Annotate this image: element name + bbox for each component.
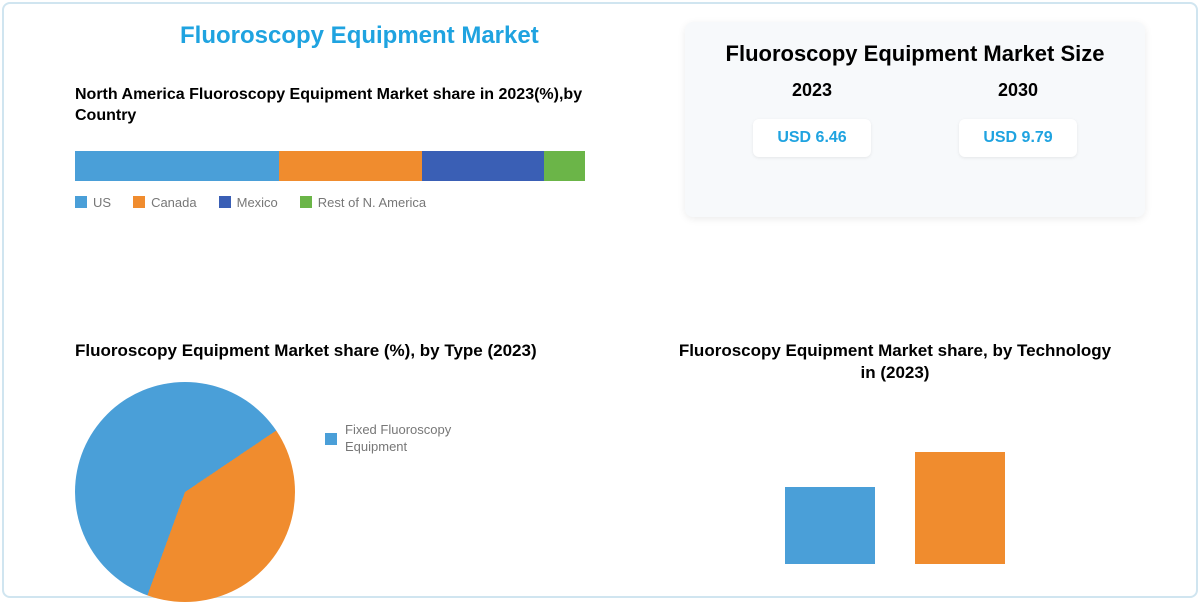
bar-chart	[670, 424, 1120, 564]
bar	[915, 452, 1005, 564]
legend-swatch	[300, 196, 312, 208]
legend-label: Mexico	[237, 195, 278, 210]
card-title: Fluoroscopy Equipment Market Size	[709, 40, 1121, 68]
stacked-segment	[279, 151, 422, 181]
main-title: Fluoroscopy Equipment Market	[180, 22, 539, 50]
legend-label: Fixed Fluoroscopy Equipment	[345, 422, 485, 456]
legend-item: Rest of N. America	[300, 195, 426, 210]
pie-chart-section: Fluoroscopy Equipment Market share (%), …	[75, 340, 595, 602]
legend-swatch	[133, 196, 145, 208]
bar-chart-title: Fluoroscopy Equipment Market share, by T…	[670, 340, 1120, 384]
stacked-chart-title: North America Fluoroscopy Equipment Mark…	[75, 85, 585, 127]
stacked-legend: US Canada Mexico Rest of N. America	[75, 195, 585, 210]
pie-legend: Fixed Fluoroscopy Equipment	[325, 422, 485, 456]
pie-chart	[75, 382, 295, 602]
legend-label: US	[93, 195, 111, 210]
legend-swatch	[219, 196, 231, 208]
legend-item: US	[75, 195, 111, 210]
value-2030: USD 9.79	[959, 119, 1076, 157]
value-2023: USD 6.46	[753, 119, 870, 157]
legend-label: Canada	[151, 195, 197, 210]
legend-item: Mexico	[219, 195, 278, 210]
stacked-bar-chart: North America Fluoroscopy Equipment Mark…	[75, 85, 585, 210]
stacked-segment	[544, 151, 585, 181]
market-size-card: Fluoroscopy Equipment Market Size 2023 2…	[685, 22, 1145, 217]
legend-swatch	[325, 433, 337, 445]
stacked-bar	[75, 151, 585, 181]
bar-chart-section: Fluoroscopy Equipment Market share, by T…	[670, 340, 1120, 564]
bar	[785, 487, 875, 564]
year-2023: 2023	[792, 80, 832, 101]
card-values: USD 6.46 USD 9.79	[709, 119, 1121, 157]
pie-legend-item: Fixed Fluoroscopy Equipment	[325, 422, 485, 456]
stacked-segment	[422, 151, 544, 181]
legend-swatch	[75, 196, 87, 208]
card-years: 2023 2030	[709, 80, 1121, 101]
legend-item: Canada	[133, 195, 197, 210]
pie-chart-title: Fluoroscopy Equipment Market share (%), …	[75, 340, 595, 362]
stacked-segment	[75, 151, 279, 181]
year-2030: 2030	[998, 80, 1038, 101]
legend-label: Rest of N. America	[318, 195, 426, 210]
